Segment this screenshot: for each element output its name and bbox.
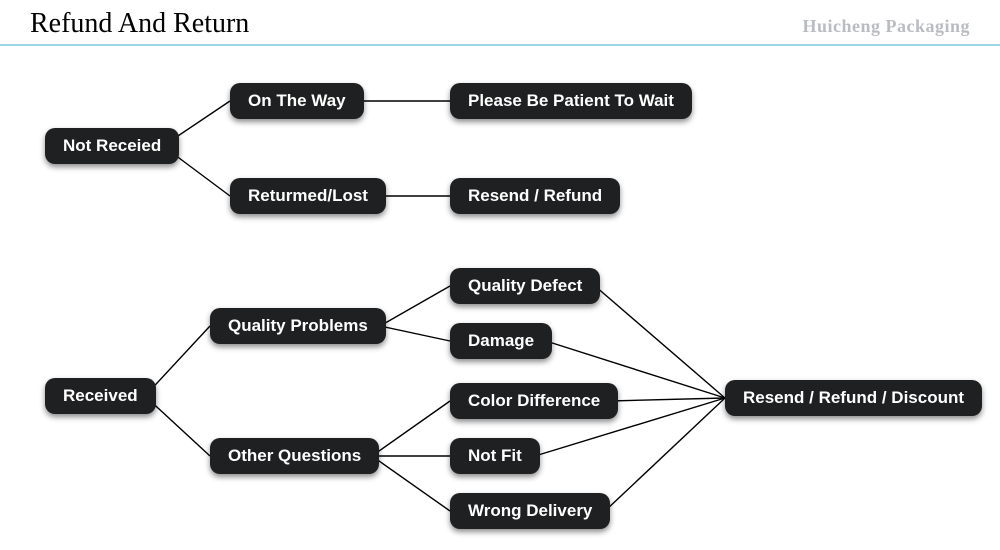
edge-quality-problems-to-damage (380, 326, 450, 341)
node-other-questions: Other Questions (210, 438, 379, 474)
node-damage: Damage (450, 323, 552, 359)
brand-name: Huicheng Packaging (802, 16, 970, 37)
edge-color-diff-to-resend-refund-discount (610, 398, 725, 401)
node-quality-defect: Quality Defect (450, 268, 600, 304)
node-wrong-delivery: Wrong Delivery (450, 493, 610, 529)
edge-wrong-delivery-to-resend-refund-discount (605, 398, 725, 511)
node-resend-refund-discount: Resend / Refund / Discount (725, 380, 982, 416)
edge-other-questions-to-wrong-delivery (372, 456, 450, 511)
node-quality-problems: Quality Problems (210, 308, 386, 344)
diagram-canvas: Not Receied On The Way Returmed/Lost Please… (0, 46, 1000, 546)
edge-quality-problems-to-quality-defect (380, 286, 450, 326)
node-received: Received (45, 378, 156, 414)
node-not-fit: Not Fit (450, 438, 540, 474)
header: Refund And Return Huicheng Packaging (0, 0, 1000, 46)
node-resend-refund: Resend / Refund (450, 178, 620, 214)
node-please-wait: Please Be Patient To Wait (450, 83, 692, 119)
edge-other-questions-to-color-diff (372, 401, 450, 456)
edge-quality-defect-to-resend-refund-discount (595, 286, 725, 398)
node-returned-lost: Returmed/Lost (230, 178, 386, 214)
node-on-the-way: On The Way (230, 83, 364, 119)
node-color-diff: Color Difference (450, 383, 618, 419)
node-not-received: Not Receied (45, 128, 179, 164)
page-title: Refund And Return (30, 8, 249, 40)
